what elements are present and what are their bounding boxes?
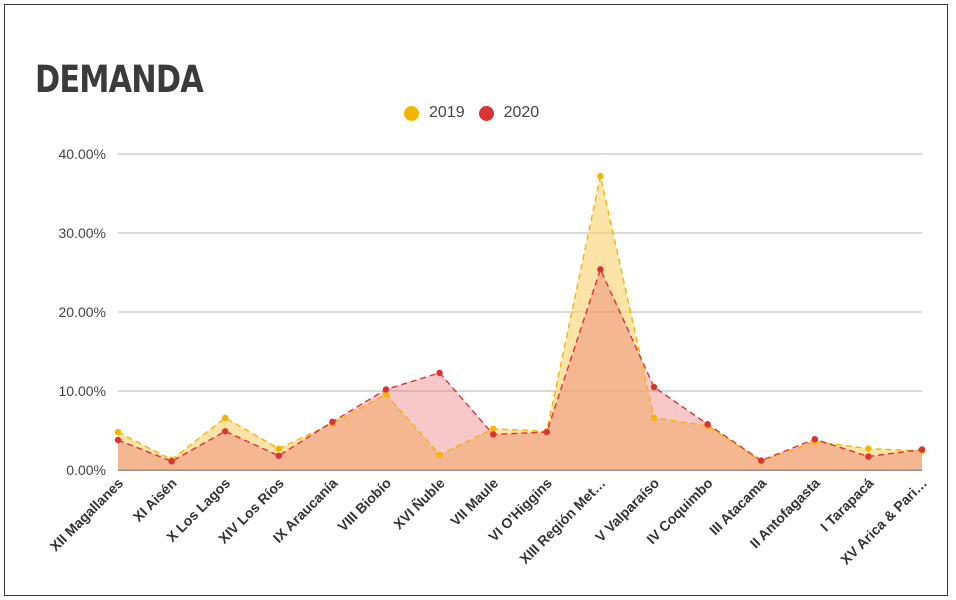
x-tick-label: VIII Biobío: [334, 475, 394, 535]
point-2020: [329, 418, 336, 426]
area-series-2019: [118, 176, 922, 470]
y-tick-label: 20.00%: [59, 304, 106, 320]
line-series-2020: [117, 267, 923, 463]
y-tick-label: 10.00%: [59, 383, 106, 399]
point-2020: [114, 436, 122, 444]
point-2020: [758, 457, 765, 464]
point-2019: [865, 445, 872, 452]
legend-label-2019: 2019: [429, 104, 465, 121]
x-tick-label: XII Magallanes: [47, 475, 127, 555]
legend-swatch-2020: [478, 105, 494, 121]
point-2019: [597, 172, 604, 180]
line-series-2019: [117, 175, 923, 463]
chart-frame: [4, 4, 948, 596]
point-2019: [436, 451, 443, 459]
point-2020: [275, 452, 282, 459]
chart-title: DEMANDA: [35, 58, 204, 101]
point-2020: [865, 453, 872, 460]
point-2020: [918, 446, 926, 453]
x-tick-label: VII Maule: [447, 475, 501, 529]
legend-item-2020[interactable]: 2020: [478, 104, 540, 122]
y-tick-label: 0.00%: [66, 462, 106, 478]
point-2020: [222, 428, 229, 435]
point-2019: [275, 445, 282, 452]
x-tick-label: XI Aisén: [130, 475, 180, 525]
x-tick-label: XVI Ñuble: [389, 474, 447, 532]
point-2020: [490, 431, 497, 438]
point-2020: [811, 435, 818, 443]
point-2019: [114, 428, 122, 436]
point-2019: [382, 390, 390, 398]
point-2019: [490, 425, 497, 433]
point-2019: [650, 414, 658, 422]
point-2020: [597, 266, 604, 273]
point-2020: [168, 458, 175, 465]
legend-swatch-2019: [404, 105, 419, 121]
point-2020: [543, 428, 550, 436]
point-2020: [382, 386, 390, 393]
area-series-2020: [118, 269, 922, 470]
point-2020: [650, 383, 658, 391]
point-2020: [704, 420, 711, 428]
point-2019: [222, 414, 229, 422]
chart-legend: 2019 2020: [404, 104, 539, 122]
y-tick-label: 40.00%: [59, 146, 106, 162]
point-2020: [436, 369, 443, 377]
legend-item-2019[interactable]: 2019: [404, 104, 465, 122]
legend-label-2020: 2020: [503, 104, 540, 121]
y-tick-label: 30.00%: [59, 225, 106, 241]
